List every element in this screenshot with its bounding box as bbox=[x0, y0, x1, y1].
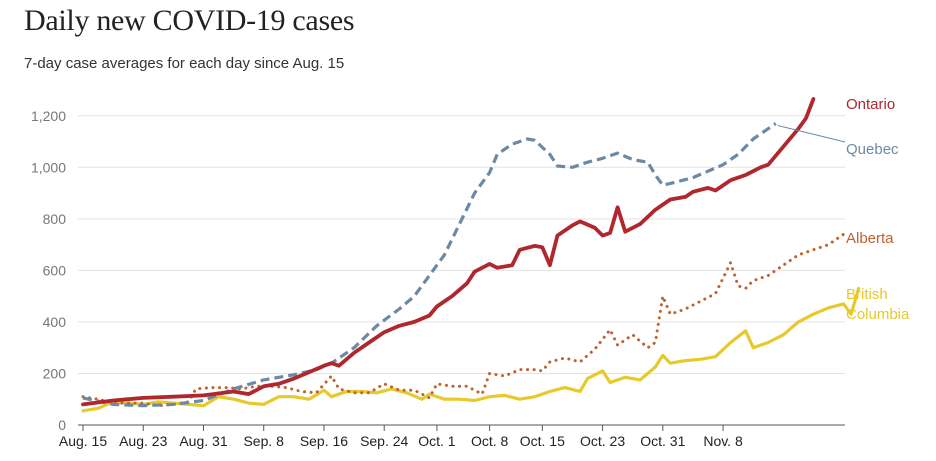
y-tick-label: 600 bbox=[43, 262, 67, 278]
series-label-british-columbia: Columbia bbox=[846, 306, 910, 323]
x-tick-label: Oct. 23 bbox=[580, 433, 625, 449]
x-tick-label: Sep. 24 bbox=[360, 433, 408, 449]
chart-subtitle: 7-day case averages for each day since A… bbox=[24, 55, 345, 72]
series-line-quebec bbox=[82, 122, 777, 408]
series-labels: Quebec Ontario Alberta British Columbia bbox=[846, 96, 910, 323]
series-lines bbox=[81, 97, 861, 413]
series-label-quebec: Quebec bbox=[846, 141, 899, 158]
x-tick-label: Aug. 31 bbox=[179, 433, 227, 449]
y-tick-label: 200 bbox=[43, 365, 67, 381]
series-line-ontario bbox=[81, 97, 816, 407]
x-tick-label: Oct. 8 bbox=[471, 433, 509, 449]
y-tick-label: 400 bbox=[43, 314, 67, 330]
x-tick-label: Oct. 31 bbox=[640, 433, 685, 449]
series-label-alberta: Alberta bbox=[846, 230, 894, 247]
x-tick-label: Aug. 23 bbox=[119, 433, 167, 449]
y-tick-label: 1,200 bbox=[31, 108, 66, 124]
y-axis: 0 200 400 600 800 1,000 1,200 bbox=[31, 108, 66, 433]
x-tick-label: Oct. 1 bbox=[418, 433, 456, 449]
quebec-callout-line bbox=[777, 125, 846, 143]
x-tick-label: Oct. 15 bbox=[520, 433, 565, 449]
series-label-ontario: Ontario bbox=[846, 96, 895, 113]
x-axis: Aug. 15 Aug. 23 Aug. 31 Sep. 8 Sep. 16 Sep. 2… bbox=[59, 424, 845, 449]
y-tick-label: 1,000 bbox=[31, 159, 66, 175]
x-tick-label: Nov. 8 bbox=[703, 433, 743, 449]
series-line-british-columbia bbox=[81, 286, 861, 413]
x-tick-label: Sep. 8 bbox=[243, 433, 284, 449]
x-tick-label: Aug. 15 bbox=[59, 433, 107, 449]
series-label-british-columbia: British bbox=[846, 286, 888, 303]
x-tick-label: Sep. 16 bbox=[300, 433, 348, 449]
y-tick-label: 800 bbox=[43, 211, 67, 227]
series-line-alberta bbox=[81, 232, 845, 408]
y-tick-label: 0 bbox=[58, 417, 66, 433]
chart-title: Daily new COVID-19 cases bbox=[24, 4, 355, 37]
gridlines bbox=[78, 115, 845, 374]
